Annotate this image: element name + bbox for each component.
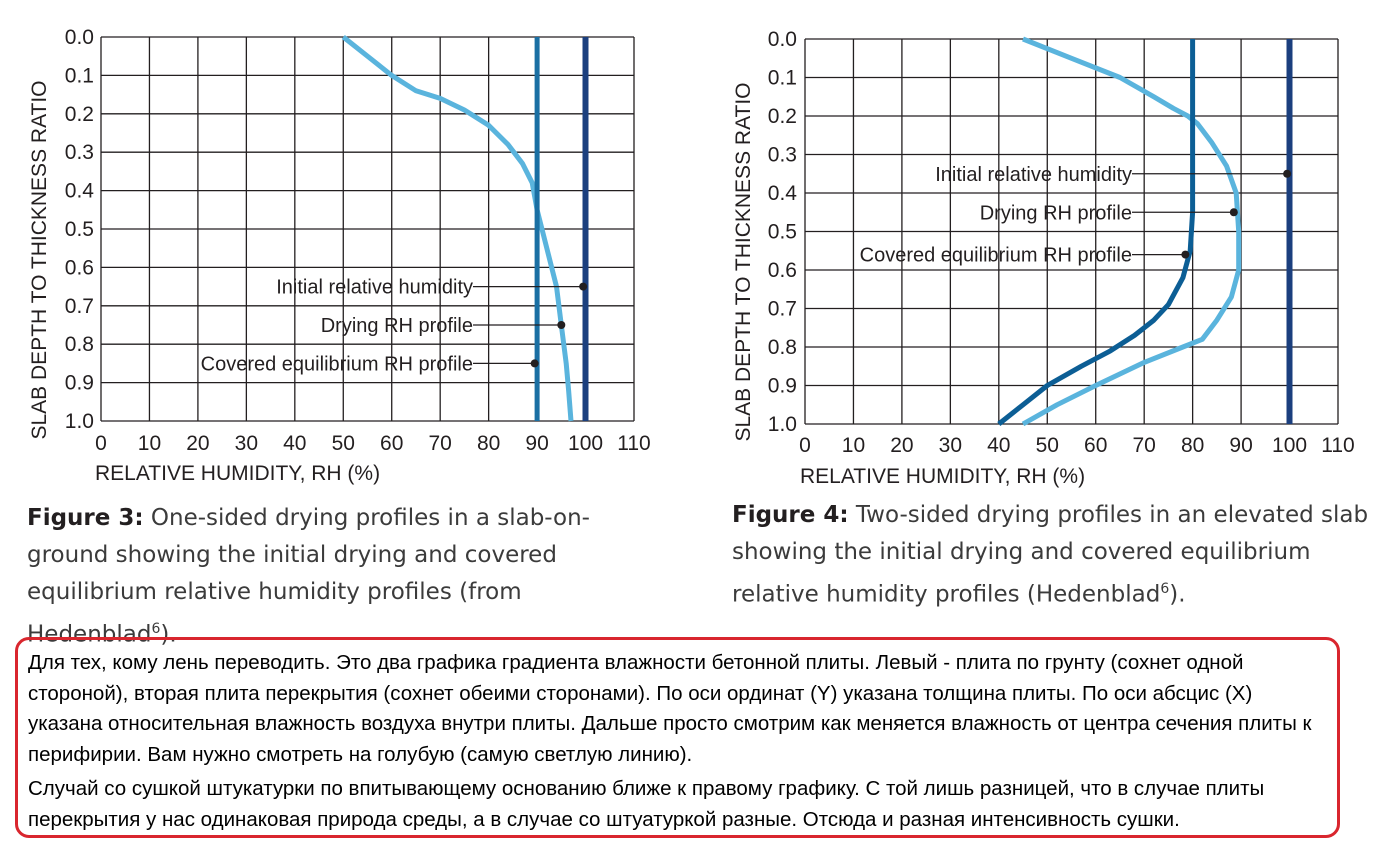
figure-3-caption: Figure 3: One-sided drying profiles in a… [27, 500, 617, 654]
chart1-x-tick-label: 80 [477, 432, 500, 455]
chart2-x-tick-label: 90 [1229, 434, 1252, 457]
chart1-y-tick-label: 0.1 [65, 64, 94, 87]
charts-canvas: 0 10 20 30 40 50 60 70 80 90 100 1100.00.10.20.30.4… [28, 26, 1355, 488]
chart2-x-tick-label: 110 [1321, 434, 1354, 457]
chart1-x-tick-label: 90 [525, 432, 548, 455]
chart1-y-tick-label: 1.0 [65, 410, 94, 433]
chart1-annotation-label: Covered equilibrium RH profile [201, 353, 473, 375]
note-paragraph-2: Случай со сушкой штукатурки по впитывающ… [28, 777, 1265, 831]
chart1-y-tick-label: 0.8 [65, 333, 94, 356]
chart2-x-axis-title: RELATIVE HUMIDITY, RH (%) [800, 465, 1085, 488]
figure-3-tail: ). [160, 621, 177, 648]
chart2-x-tick-label: 100 [1272, 434, 1307, 457]
chart2-x-tick-label: 30 [939, 434, 962, 457]
chart1-x-tick-label: 100 [568, 432, 603, 455]
chart1-leader-dot [579, 282, 588, 291]
chart2-y-tick-label: 0.8 [768, 336, 797, 359]
chart1-y-tick-label: 0.7 [65, 295, 94, 318]
chart1-x-tick-label: 110 [617, 432, 650, 455]
chart1-annotation-label: Initial relative humidity [276, 277, 473, 299]
chart2-y-tick-label: 0.7 [768, 298, 797, 321]
chart1-x-tick-label: 10 [138, 432, 161, 455]
chart1-x-tick-label: 20 [186, 432, 209, 455]
figure-4-text: Two-sided drying profiles in an elevated… [732, 502, 1369, 608]
chart1-y-tick-label: 0.5 [65, 218, 94, 241]
chart2-y-tick-label: 0.5 [768, 221, 797, 244]
chart2-y-tick-label: 0.0 [768, 28, 797, 51]
chart1-x-axis-title: RELATIVE HUMIDITY, RH (%) [95, 462, 380, 485]
chart2-x-tick-label: 80 [1181, 434, 1204, 457]
chart1-annotation-label: Drying RH profile [321, 315, 473, 337]
chart2-annotation-label: Initial relative humidity [935, 164, 1132, 186]
chart2-x-tick-label: 20 [890, 434, 913, 457]
chart2-y-tick-label: 0.6 [768, 259, 797, 282]
chart2-y-tick-label: 0.2 [768, 105, 797, 128]
translation-note: Для тех, кому лень переводить. Это два г… [15, 637, 1340, 838]
chart2-x-tick-label: 0 [799, 434, 811, 457]
chart2-leader-dot [1181, 250, 1190, 259]
chart2-y-tick-label: 0.3 [768, 144, 797, 167]
chart2-y-tick-label: 0.4 [768, 182, 798, 205]
chart1-leader-dot [557, 321, 566, 329]
chart1-y-tick-label: 0.4 [65, 180, 95, 203]
figure-4-caption: Figure 4: Two-sided drying profiles in a… [732, 497, 1372, 614]
chart1-series-drying-rh-profile [341, 35, 574, 422]
chart1-x-tick-label: 0 [95, 432, 107, 455]
chart2-annotation-label: Drying RH profile [980, 202, 1132, 224]
chart2-x-tick-label: 50 [1036, 434, 1059, 457]
chart2-y-tick-label: 0.1 [768, 67, 797, 90]
figure-3-text: One-sided drying profiles in a slab-on-g… [27, 505, 590, 648]
note-paragraph-1: Для тех, кому лень переводить. Это два г… [28, 651, 1312, 766]
chart2-x-tick-label: 70 [1133, 434, 1156, 457]
figure-3-label: Figure 3: [27, 505, 144, 531]
chart1-y-tick-label: 0.9 [65, 372, 94, 395]
chart1-x-tick-label: 40 [283, 432, 306, 455]
chart2-leader-dot [1283, 169, 1292, 178]
chart1-leader-dot [530, 359, 539, 368]
chart1-y-tick-label: 0.0 [65, 26, 94, 49]
chart2-y-tick-label: 1.0 [768, 413, 797, 436]
chart1-y-tick-label: 0.6 [65, 256, 94, 279]
chart1-x-tick-label: 70 [429, 432, 452, 455]
figure-4-tail: ). [1169, 581, 1186, 608]
chart2-series-covered-equilibrium-rh-profile [997, 39, 1196, 426]
figure-4-label: Figure 4: [732, 502, 849, 528]
chart2-x-tick-label: 60 [1084, 434, 1107, 457]
chart1-x-tick-label: 60 [380, 432, 403, 455]
chart2-annotation-label: Covered equilibrium RH profile [860, 245, 1132, 267]
chart1-y-tick-label: 0.3 [65, 141, 94, 164]
chart2-y-axis-title: SLAB DEPTH TO THICKNESS RATIO [732, 82, 755, 441]
chart1-x-tick-label: 30 [235, 432, 258, 455]
figure-4-ref: 6 [1160, 581, 1170, 597]
chart2-y-tick-label: 0.9 [768, 375, 797, 398]
chart2-leader-dot [1229, 208, 1238, 217]
figure-3-ref: 6 [151, 621, 161, 637]
chart1-x-tick-label: 50 [332, 432, 355, 455]
chart1-y-axis-title: SLAB DEPTH TO THICKNESS RATIO [28, 80, 51, 439]
chart2-x-tick-label: 10 [842, 434, 865, 457]
chart1-y-tick-label: 0.2 [65, 103, 94, 126]
chart2-x-tick-label: 40 [987, 434, 1010, 457]
